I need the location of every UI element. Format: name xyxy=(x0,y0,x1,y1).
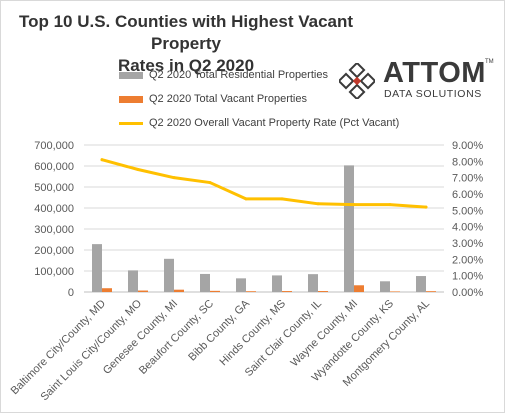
line-point xyxy=(352,203,356,207)
y-right-tick-label: 1.00% xyxy=(452,271,483,283)
line-point xyxy=(100,158,104,162)
legend-line-rate xyxy=(119,122,143,125)
bar-vacant xyxy=(102,288,112,292)
line-point xyxy=(424,205,428,209)
bar-residential xyxy=(92,244,102,292)
y-left-tick-label: 700,000 xyxy=(34,140,74,152)
bar-residential xyxy=(416,276,426,292)
bar-vacant xyxy=(246,291,256,292)
y-left-tick-label: 400,000 xyxy=(34,203,74,215)
bar-residential xyxy=(200,273,210,292)
bar-vacant xyxy=(354,285,364,292)
y-right-tick-label: 0.00% xyxy=(452,287,483,299)
line-point xyxy=(280,197,284,201)
bar-residential xyxy=(308,274,318,292)
line-vacancy-rate xyxy=(100,158,428,209)
x-tick-label: Bibb County, GA xyxy=(186,297,252,363)
bar-residential xyxy=(164,258,174,292)
x-tick-label: Wayne County, MI xyxy=(289,298,361,370)
y-left-tick-label: 300,000 xyxy=(34,224,74,236)
y-right-tick-label: 7.00% xyxy=(452,173,483,185)
y-left-tick-label: 100,000 xyxy=(34,266,74,278)
legend-label-residential: Q2 2020 Total Residential Properties xyxy=(149,69,328,81)
y-right-tick-label: 4.00% xyxy=(452,222,483,234)
y-right-tick-label: 3.00% xyxy=(452,238,483,250)
bar-residential xyxy=(380,281,390,292)
y-right-tick-label: 5.00% xyxy=(452,205,483,217)
line-point xyxy=(208,181,212,185)
bar-residential xyxy=(236,278,246,292)
chart-title: Top 10 U.S. Counties with Highest Vacant… xyxy=(1,11,371,77)
logo-trademark: TM xyxy=(485,59,494,65)
line-point xyxy=(244,197,248,201)
bar-vacant xyxy=(138,290,148,292)
y-left-tick-label: 500,000 xyxy=(34,182,74,194)
y-left-tick-label: 600,000 xyxy=(34,161,74,173)
bar-vacant xyxy=(174,289,184,292)
line-point xyxy=(388,203,392,207)
legend-label-vacant: Q2 2020 Total Vacant Properties xyxy=(149,93,307,105)
line-point xyxy=(136,168,140,171)
x-tick-label: Hinds County, MS xyxy=(218,298,289,369)
bar-residential xyxy=(344,165,354,292)
bar-vacant xyxy=(390,291,400,292)
bar-vacant xyxy=(282,291,292,292)
y-right-tick-label: 8.00% xyxy=(452,156,483,168)
bar-vacant xyxy=(210,290,220,292)
bar-vacant xyxy=(318,291,328,292)
logo-subtitle: DATA SOLUTIONS xyxy=(384,88,482,100)
legend-swatch-residential xyxy=(119,72,143,79)
y-left-tick-label: 0 xyxy=(68,287,74,299)
attom-logo: ATTOM TM DATA SOLUTIONS xyxy=(339,57,499,105)
y-right-tick-label: 2.00% xyxy=(452,254,483,266)
line-point xyxy=(316,202,320,206)
y-left-tick-label: 200,000 xyxy=(34,245,74,257)
chart-title-line-2: Rates in Q2 2020 xyxy=(117,56,255,75)
attom-diamond-mark-icon xyxy=(339,63,375,99)
y-right-tick-label: 6.00% xyxy=(452,189,483,201)
legend-swatch-vacant xyxy=(119,96,143,103)
chart-title-line-1: Top 10 U.S. Counties with Highest Vacant… xyxy=(18,12,354,53)
logo-wordmark: ATTOM xyxy=(383,57,486,89)
y-right-tick-label: 9.00% xyxy=(452,140,483,152)
bar-vacant xyxy=(426,291,436,292)
bar-residential xyxy=(128,270,138,292)
line-point xyxy=(172,176,176,180)
legend-label-rate: Q2 2020 Overall Vacant Property Rate (Pc… xyxy=(149,117,400,129)
bar-residential xyxy=(272,275,282,292)
